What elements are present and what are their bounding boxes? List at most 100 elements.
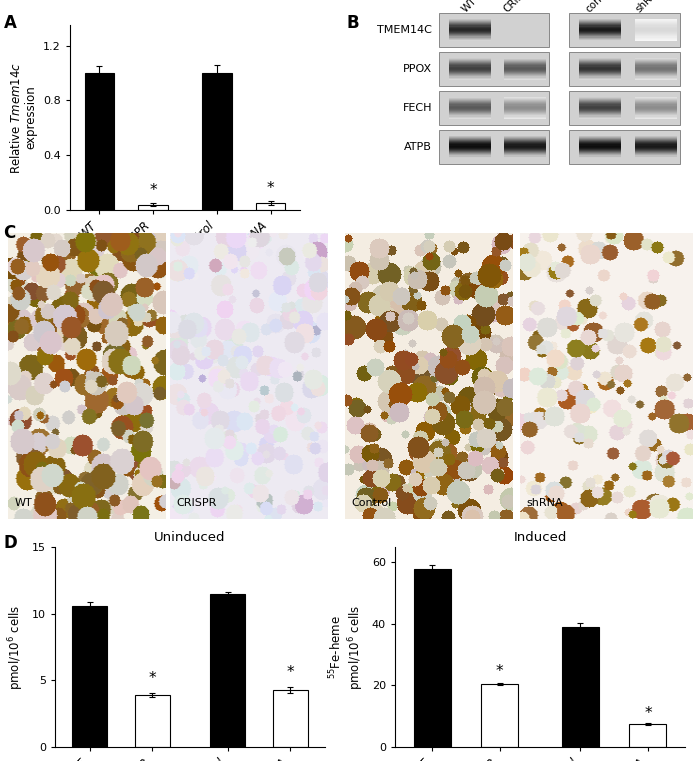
- Bar: [580, 39, 622, 40]
- Bar: [635, 155, 677, 157]
- Text: *: *: [644, 706, 652, 721]
- Bar: [580, 137, 622, 138]
- Bar: [504, 114, 546, 116]
- Text: PPOX: PPOX: [403, 64, 432, 74]
- Bar: [504, 157, 546, 158]
- Bar: [635, 112, 677, 113]
- Bar: [449, 37, 491, 39]
- Bar: [504, 78, 546, 80]
- Bar: [635, 59, 677, 60]
- Bar: [504, 142, 546, 143]
- Bar: [580, 22, 622, 24]
- Text: ATPB: ATPB: [404, 142, 432, 152]
- Bar: [256, 203, 286, 210]
- Bar: [580, 154, 622, 155]
- Bar: [580, 101, 622, 102]
- Bar: [449, 78, 491, 80]
- Bar: [635, 34, 677, 35]
- Bar: [580, 151, 622, 152]
- Bar: [580, 63, 622, 65]
- Bar: [635, 149, 677, 150]
- Bar: [449, 98, 491, 99]
- Bar: [504, 112, 546, 113]
- Bar: [635, 21, 677, 22]
- Text: *: *: [287, 665, 294, 680]
- Bar: [504, 68, 546, 70]
- Title: Induced: Induced: [513, 531, 567, 544]
- Bar: [635, 97, 677, 119]
- Bar: [449, 75, 491, 76]
- Bar: [635, 104, 677, 106]
- Text: WT: WT: [461, 0, 479, 14]
- Bar: [635, 75, 677, 76]
- Bar: [449, 27, 491, 29]
- Bar: [504, 151, 546, 152]
- Bar: [635, 109, 677, 110]
- Bar: [504, 110, 546, 111]
- Bar: [202, 73, 232, 210]
- Bar: [449, 108, 491, 109]
- Bar: [635, 153, 677, 154]
- Bar: [635, 110, 677, 111]
- Bar: [635, 62, 677, 63]
- Bar: [449, 100, 491, 101]
- Bar: [635, 24, 677, 25]
- Bar: [580, 98, 622, 99]
- Bar: [580, 140, 622, 142]
- Bar: [580, 108, 622, 109]
- Bar: [449, 135, 491, 137]
- Bar: [72, 606, 107, 747]
- Bar: [449, 25, 491, 27]
- Bar: [580, 155, 622, 157]
- Bar: [449, 59, 491, 60]
- Bar: [580, 76, 622, 78]
- Bar: [635, 35, 677, 37]
- Bar: [635, 39, 677, 40]
- Bar: [504, 97, 546, 98]
- Bar: [580, 27, 622, 29]
- Text: B: B: [346, 14, 359, 32]
- Bar: [504, 76, 546, 78]
- Bar: [580, 19, 622, 41]
- Bar: [439, 91, 550, 125]
- Bar: [449, 71, 491, 72]
- Text: *: *: [496, 664, 503, 680]
- Bar: [85, 73, 114, 210]
- Bar: [449, 106, 491, 107]
- Bar: [504, 149, 546, 150]
- Bar: [635, 157, 677, 158]
- Bar: [580, 20, 622, 21]
- Bar: [635, 113, 677, 114]
- Bar: [449, 109, 491, 110]
- Bar: [504, 139, 546, 140]
- Bar: [580, 100, 622, 101]
- Bar: [449, 111, 491, 112]
- Bar: [580, 31, 622, 32]
- Bar: [504, 73, 546, 75]
- Bar: [580, 78, 622, 80]
- Text: D: D: [4, 534, 18, 552]
- Bar: [504, 65, 546, 66]
- Bar: [635, 58, 677, 80]
- Bar: [449, 157, 491, 158]
- Bar: [580, 61, 622, 62]
- Bar: [635, 151, 677, 152]
- Bar: [449, 40, 491, 41]
- Bar: [635, 148, 677, 149]
- Bar: [449, 33, 491, 34]
- Bar: [580, 148, 622, 149]
- Bar: [580, 60, 622, 61]
- Bar: [504, 99, 546, 100]
- Bar: [449, 155, 491, 157]
- Bar: [580, 73, 622, 75]
- Bar: [580, 153, 622, 154]
- Y-axis label: $^{55}$Fe-heme
pmol/10$^6$ cells: $^{55}$Fe-heme pmol/10$^6$ cells: [0, 604, 27, 689]
- Bar: [504, 72, 546, 73]
- Bar: [580, 30, 622, 31]
- Bar: [449, 150, 491, 151]
- Bar: [580, 59, 622, 60]
- Bar: [449, 58, 491, 59]
- Bar: [635, 61, 677, 62]
- Bar: [449, 97, 491, 98]
- Bar: [580, 135, 622, 137]
